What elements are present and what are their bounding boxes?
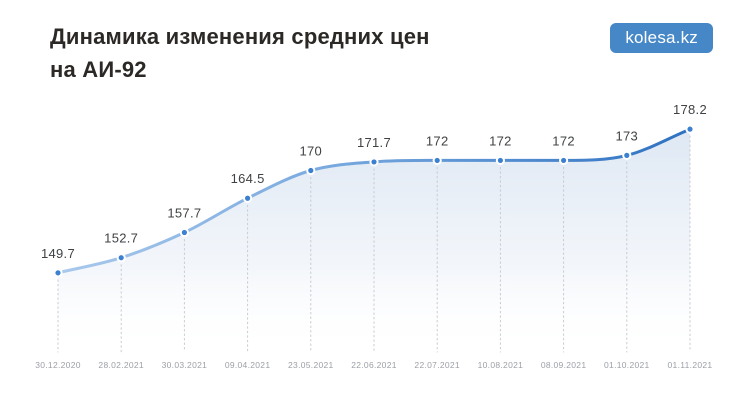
- value-label: 149.7: [41, 246, 75, 261]
- data-point: [179, 227, 189, 238]
- data-point: [622, 150, 632, 160]
- data-point: [243, 193, 253, 203]
- page-title: Динамика изменения средних цен на АИ-92: [50, 20, 430, 86]
- data-point: [53, 268, 63, 278]
- x-axis-label: 01.10.2021: [604, 360, 650, 370]
- value-label: 157.7: [167, 206, 201, 221]
- data-point: [369, 157, 379, 167]
- x-axis-label: 22.07.2021: [414, 360, 460, 370]
- x-axis-labels: 30.12.2020 28.02.2021 30.03.2021 09.04.2021…: [35, 360, 712, 370]
- value-labels: 149.7 152.7 157.7 164.5 170 171.7 172 172 172 173…: [41, 102, 707, 261]
- value-label: 172: [426, 133, 449, 148]
- x-axis-label: 28.02.2021: [98, 360, 144, 370]
- value-label: 173: [616, 128, 639, 143]
- value-label: 152.7: [104, 231, 138, 246]
- value-label: 164.5: [231, 171, 265, 186]
- data-point: [559, 155, 569, 166]
- value-label: 170: [300, 144, 323, 159]
- value-label: 178.2: [673, 102, 707, 117]
- x-axis-label: 01.11.2021: [668, 360, 713, 370]
- x-axis-label: 23.05.2021: [288, 360, 334, 370]
- x-axis-label: 30.12.2020: [35, 360, 81, 370]
- value-label: 172: [552, 133, 575, 148]
- data-point: [116, 253, 126, 263]
- x-axis-label: 09.04.2021: [225, 360, 271, 370]
- value-label: 171.7: [357, 135, 391, 150]
- x-axis-label: 10.08.2021: [478, 360, 524, 370]
- x-axis-label: 08.09.2021: [541, 360, 587, 370]
- chart-title-line2: на АИ-92: [50, 57, 147, 82]
- chart-title-line1: Динамика изменения средних цен: [50, 24, 430, 49]
- x-axis-label: 22.06.2021: [351, 360, 397, 370]
- data-point: [432, 155, 442, 166]
- brand-badge: kolesa.kz: [610, 23, 713, 53]
- droplines: [57, 135, 691, 353]
- x-axis-label: 30.03.2021: [162, 360, 208, 370]
- value-label: 172: [489, 133, 512, 148]
- data-point: [685, 124, 695, 134]
- data-point: [495, 155, 505, 166]
- trend-line: [56, 127, 692, 275]
- data-points: [53, 124, 695, 278]
- data-point: [306, 165, 316, 176]
